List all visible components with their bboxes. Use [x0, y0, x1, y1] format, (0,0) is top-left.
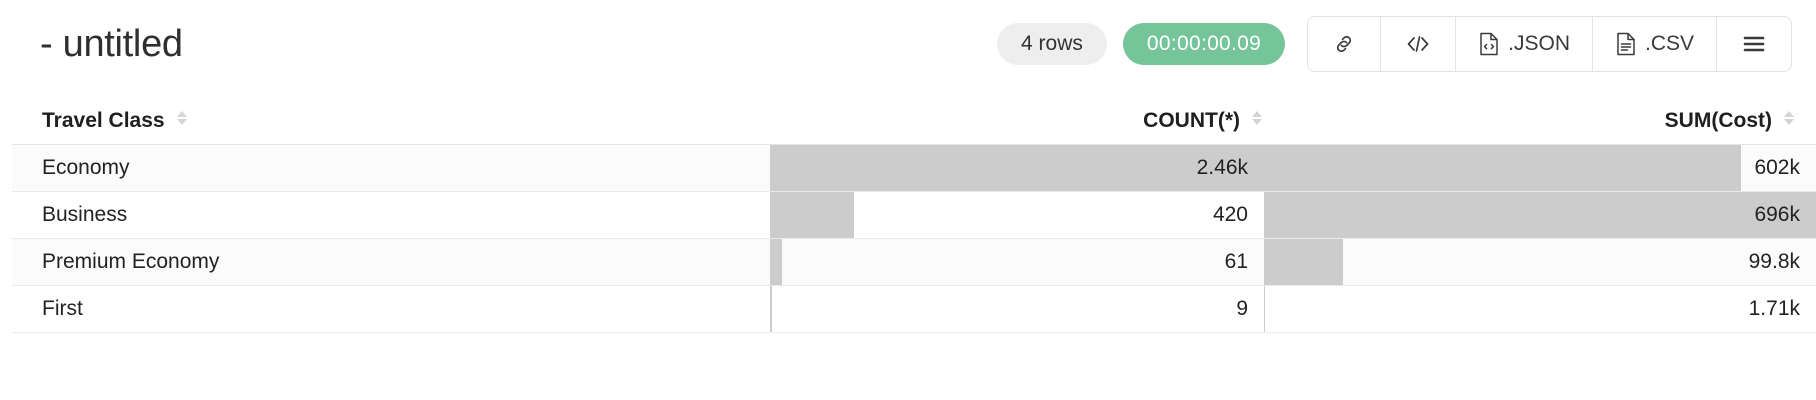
page-title: - untitled — [40, 22, 183, 65]
export-json-label: .JSON — [1508, 32, 1570, 55]
table-header-row: Travel Class COUNT(*) SUM(Cost) — [12, 88, 1816, 144]
bar-fill-sum — [1264, 239, 1343, 285]
cell-sum: 99.8k — [1264, 239, 1816, 285]
table-row[interactable]: Economy 2.46k 602k — [12, 145, 1816, 192]
query-timer-badge: 00:00:00.09 — [1122, 23, 1286, 65]
bar-fill-sum — [1264, 286, 1266, 332]
cell-travel-class: Economy — [12, 145, 770, 191]
cell-value: Premium Economy — [42, 250, 220, 273]
hamburger-icon — [1741, 34, 1767, 54]
bar-fill-sum — [1264, 192, 1816, 238]
table-row[interactable]: Premium Economy 61 99.8k — [12, 239, 1816, 286]
bar-fill-sum — [1264, 145, 1742, 191]
panel-header: - untitled 4 rows 00:00:00.09 — [12, 0, 1816, 88]
cell-value: 61 — [1224, 250, 1248, 273]
results-table: Travel Class COUNT(*) SUM(Cost) Economy 2… — [12, 88, 1816, 333]
cell-sum: 696k — [1264, 192, 1816, 238]
share-link-button[interactable] — [1308, 17, 1382, 71]
cell-value: First — [42, 297, 83, 320]
cell-value: 1.71k — [1748, 297, 1800, 320]
column-header-label: COUNT(*) — [1143, 109, 1240, 132]
cell-count: 2.46k — [770, 145, 1264, 191]
column-header-travel-class[interactable]: Travel Class — [42, 108, 770, 144]
export-csv-button[interactable]: .CSV — [1592, 17, 1717, 71]
cell-sum: 1.71k — [1264, 286, 1816, 332]
file-code-icon — [1478, 31, 1500, 57]
table-body: Economy 2.46k 602k Business 420 696k Premium E… — [12, 144, 1816, 333]
row-count-badge: 4 rows — [997, 23, 1107, 65]
cell-value: Economy — [42, 156, 130, 179]
export-csv-label: .CSV — [1644, 32, 1694, 55]
sort-icon[interactable] — [1782, 108, 1796, 134]
sort-icon[interactable] — [175, 108, 189, 134]
column-header-sum[interactable]: SUM(Cost) — [1264, 108, 1796, 144]
sort-icon[interactable] — [1250, 108, 1264, 134]
cell-value: 99.8k — [1748, 250, 1800, 273]
table-row[interactable]: Business 420 696k — [12, 192, 1816, 239]
column-header-label: Travel Class — [42, 109, 165, 132]
cell-count: 61 — [770, 239, 1264, 285]
column-header-label: SUM(Cost) — [1664, 109, 1772, 132]
column-header-count[interactable]: COUNT(*) — [770, 108, 1264, 144]
cell-travel-class: Premium Economy — [12, 239, 770, 285]
bar-fill-count — [770, 192, 855, 238]
cell-count: 420 — [770, 192, 1264, 238]
cell-value: 9 — [1236, 297, 1248, 320]
cell-value: 420 — [1212, 203, 1248, 226]
bar-fill-count — [770, 145, 1264, 191]
cell-value: 602k — [1754, 156, 1800, 179]
link-icon — [1332, 32, 1356, 56]
cell-travel-class: First — [12, 286, 770, 332]
bar-fill-count — [770, 286, 772, 332]
cell-value: 696k — [1754, 203, 1800, 226]
header-actions: 4 rows 00:00:00.09 — [997, 16, 1792, 72]
cell-value: Business — [42, 203, 128, 226]
export-button-group: .JSON .CSV — [1307, 16, 1792, 72]
code-button[interactable] — [1381, 17, 1457, 71]
cell-travel-class: Business — [12, 192, 770, 238]
code-icon — [1405, 33, 1431, 55]
export-json-button[interactable]: .JSON — [1456, 17, 1593, 71]
cell-sum: 602k — [1264, 145, 1816, 191]
bar-fill-count — [770, 239, 783, 285]
cell-value: 2.46k — [1196, 156, 1248, 179]
file-lines-icon — [1615, 31, 1637, 57]
cell-count: 9 — [770, 286, 1264, 332]
menu-button[interactable] — [1717, 17, 1791, 71]
table-row[interactable]: First 9 1.71k — [12, 286, 1816, 333]
